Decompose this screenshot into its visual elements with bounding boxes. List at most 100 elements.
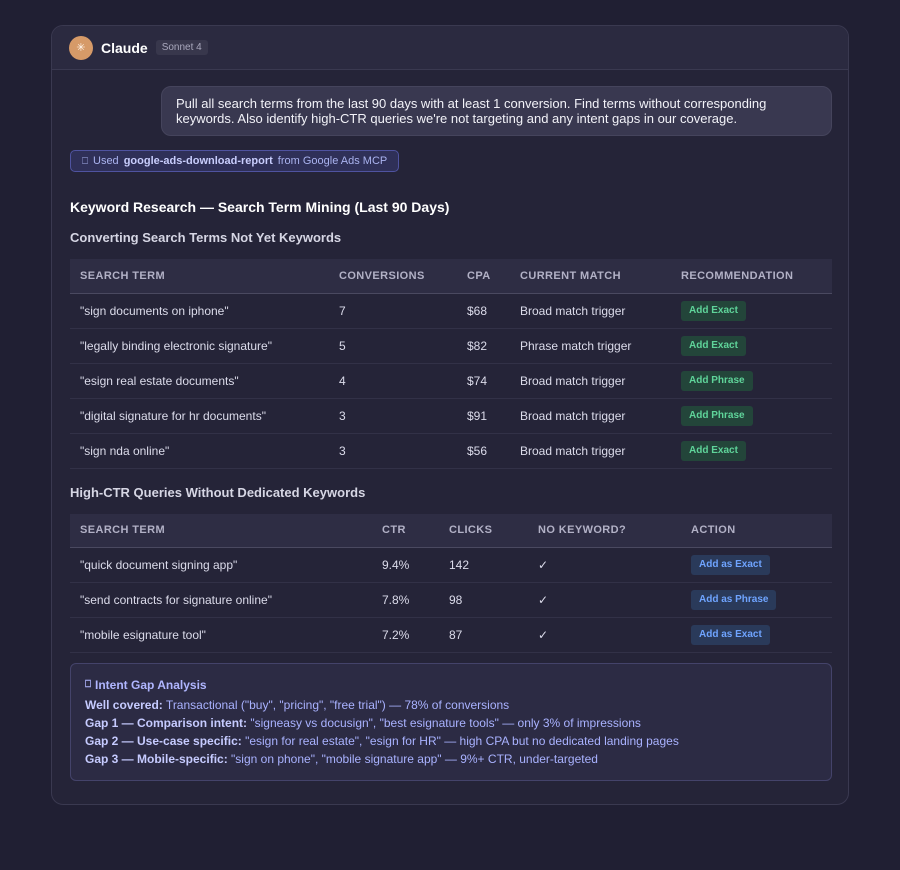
conversation: Pull all search terms from the last 90 d… <box>52 70 848 781</box>
clicks-cell: 142 <box>439 547 528 583</box>
match-cell: Broad match trigger <box>510 398 671 434</box>
column-header: CTR <box>372 513 439 548</box>
intent-gap-label: Gap 3 — Mobile-specific: <box>85 752 228 766</box>
tool-use-pill[interactable]: ⎕ Used google-ads-download-report from G… <box>70 150 400 172</box>
claude-avatar: ✳ <box>69 35 93 60</box>
intent-gap-label: Well covered: <box>85 698 163 712</box>
intent-gap-line: Gap 2 — Use-case specific: "esign for re… <box>85 732 817 750</box>
section-heading-high-ctr: High-CTR Queries Without Dedicated Keywo… <box>70 484 366 500</box>
column-header: SEARCH TERM <box>70 513 372 548</box>
search-term-cell: "sign documents on iphone" <box>70 293 329 329</box>
search-term-cell: "mobile esignature tool" <box>70 617 372 653</box>
match-cell: Phrase match trigger <box>510 328 671 364</box>
table-row: "legally binding electronic signature" 5… <box>70 328 832 364</box>
cpa-cell: $74 <box>457 363 510 399</box>
column-header: CONVERSIONS <box>329 259 457 294</box>
cpa-cell: $56 <box>457 433 510 469</box>
add-as-phrase-button[interactable]: Add as Phrase <box>691 590 777 610</box>
column-header: NO KEYWORD? <box>528 513 681 548</box>
cpa-cell: $68 <box>457 293 510 329</box>
column-header: ACTION <box>681 513 832 548</box>
intent-gap-line: Gap 3 — Mobile-specific: "sign on phone"… <box>85 750 817 768</box>
tool-suffix: from Google Ads MCP <box>277 155 388 167</box>
intent-gap-line: Well covered: Transactional ("buy", "pri… <box>85 696 817 714</box>
intent-gap-text: "esign for real estate", "esign for HR" … <box>241 734 679 748</box>
search-term-cell: "quick document signing app" <box>70 547 372 583</box>
recommendation-cell: Add Exact <box>671 293 832 329</box>
action-cell: Add as Exact <box>681 547 832 583</box>
match-cell: Broad match trigger <box>510 293 671 329</box>
add-exact-button[interactable]: Add Exact <box>681 440 746 461</box>
recommendation-cell: Add Exact <box>671 433 832 469</box>
table-row: "sign documents on iphone" 7 $68 Broad m… <box>70 293 832 329</box>
search-term-cell: "sign nda online" <box>70 433 329 469</box>
conversions-cell: 5 <box>329 328 457 364</box>
conversions-cell: 3 <box>329 433 457 469</box>
search-term-cell: "legally binding electronic signature" <box>70 328 329 364</box>
conversions-cell: 4 <box>329 363 457 399</box>
ctr-cell: 7.2% <box>372 617 439 653</box>
action-cell: Add as Phrase <box>681 582 832 618</box>
ctr-cell: 9.4% <box>372 547 439 583</box>
add-exact-button[interactable]: Add Exact <box>681 300 746 321</box>
no-keyword-check-icon: ✓ <box>528 617 681 653</box>
table-row: "esign real estate documents" 4 $74 Broa… <box>70 363 832 399</box>
clicks-cell: 87 <box>439 617 528 653</box>
section-heading-converting: Converting Search Terms Not Yet Keywords <box>70 230 342 245</box>
search-term-cell: "send contracts for signature online" <box>70 582 372 618</box>
table-row: "digital signature for hr documents" 3 $… <box>70 398 832 434</box>
intent-gap-label: Gap 2 — Use-case specific: <box>85 734 242 748</box>
no-keyword-check-icon: ✓ <box>528 547 681 583</box>
high-ctr-table: SEARCH TERM CTR CLICKS NO KEYWORD? ACTIO… <box>70 513 832 653</box>
match-cell: Broad match trigger <box>510 433 671 469</box>
tool-name: google-ads-download-report <box>123 155 273 167</box>
table-row: "sign nda online" 3 $56 Broad match trig… <box>70 433 832 469</box>
chat-header: ✳ Claude Sonnet 4 <box>52 26 848 70</box>
column-header: CPA <box>457 259 510 294</box>
clipboard-icon: ⎕ <box>85 679 91 690</box>
intent-gap-title-text: Intent Gap Analysis <box>95 678 207 692</box>
add-phrase-button[interactable]: Add Phrase <box>681 405 753 426</box>
table-header-row: SEARCH TERM CONVERSIONS CPA CURRENT MATC… <box>70 259 832 294</box>
converting-terms-table: SEARCH TERM CONVERSIONS CPA CURRENT MATC… <box>70 259 832 469</box>
intent-gap-text: "sign on phone", "mobile signature app" … <box>227 752 598 766</box>
chat-window: ✳ Claude Sonnet 4 Pull all search terms … <box>51 25 849 805</box>
conversions-cell: 7 <box>329 293 457 329</box>
table-row: "send contracts for signature online" 7.… <box>70 582 832 618</box>
app-name: Claude <box>101 39 148 56</box>
column-header: CLICKS <box>439 513 528 548</box>
column-header: CURRENT MATCH <box>510 259 671 294</box>
action-cell: Add as Exact <box>681 617 832 653</box>
recommendation-cell: Add Exact <box>671 328 832 364</box>
column-header: RECOMMENDATION <box>671 259 832 294</box>
column-header: SEARCH TERM <box>70 259 329 294</box>
conversions-cell: 3 <box>329 398 457 434</box>
user-message: Pull all search terms from the last 90 d… <box>161 86 832 136</box>
intent-gap-text: "signeasy vs docusign", "best esignature… <box>247 716 641 730</box>
model-badge: Sonnet 4 <box>155 40 208 55</box>
recommendation-cell: Add Phrase <box>671 363 832 399</box>
intent-gap-text: Transactional ("buy", "pricing", "free t… <box>162 698 510 712</box>
table-row: "quick document signing app" 9.4% 142 ✓ … <box>70 547 832 583</box>
ctr-cell: 7.8% <box>372 582 439 618</box>
search-term-cell: "esign real estate documents" <box>70 363 329 399</box>
tool-prefix: Used <box>93 155 119 167</box>
search-term-cell: "digital signature for hr documents" <box>70 398 329 434</box>
intent-gap-line: Gap 1 — Comparison intent: "signeasy vs … <box>85 714 817 732</box>
report-title: Keyword Research — Search Term Mining (L… <box>70 199 450 215</box>
intent-gap-label: Gap 1 — Comparison intent: <box>85 716 248 730</box>
add-phrase-button[interactable]: Add Phrase <box>681 370 753 391</box>
match-cell: Broad match trigger <box>510 363 671 399</box>
add-exact-button[interactable]: Add Exact <box>681 335 746 356</box>
intent-gap-box: ⎕ Intent Gap Analysis Well covered: Tran… <box>70 663 832 781</box>
tool-icon: ⎕ <box>82 155 88 167</box>
cpa-cell: $82 <box>457 328 510 364</box>
cpa-cell: $91 <box>457 398 510 434</box>
clicks-cell: 98 <box>439 582 528 618</box>
add-as-exact-button[interactable]: Add as Exact <box>691 555 770 575</box>
intent-gap-title: ⎕ Intent Gap Analysis <box>85 676 817 694</box>
no-keyword-check-icon: ✓ <box>528 582 681 618</box>
add-as-exact-button[interactable]: Add as Exact <box>691 625 770 645</box>
table-row: "mobile esignature tool" 7.2% 87 ✓ Add a… <box>70 617 832 653</box>
table-header-row: SEARCH TERM CTR CLICKS NO KEYWORD? ACTIO… <box>70 513 832 548</box>
